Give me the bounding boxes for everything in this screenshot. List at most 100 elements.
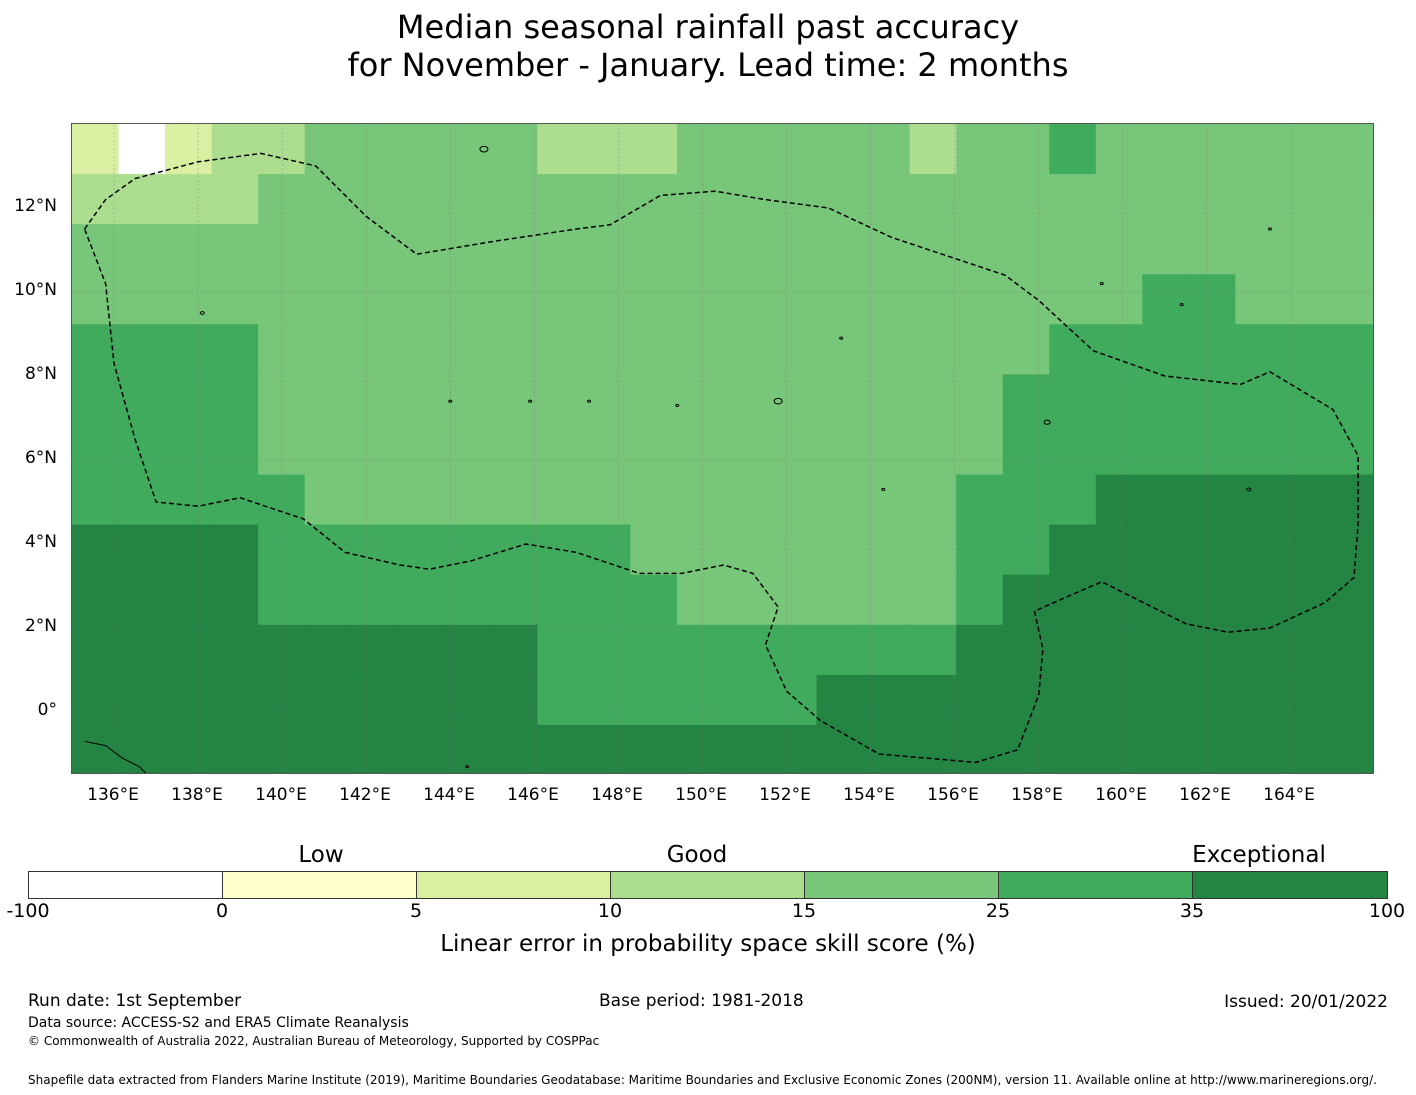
skill-cell [956, 674, 1004, 726]
skill-cell [863, 424, 911, 476]
skill-cell [723, 674, 771, 726]
skill-cell [1281, 324, 1330, 375]
skill-cell [258, 424, 306, 476]
skill-cell [304, 324, 352, 375]
skill-cell [72, 724, 120, 773]
lon-tick-154e: 154°E [843, 785, 895, 805]
skill-cell [1188, 324, 1236, 375]
skill-cell [630, 324, 678, 375]
colorbar [28, 871, 1388, 899]
island-outline [1246, 487, 1252, 492]
skill-cell [723, 324, 771, 375]
skill-cell [770, 124, 818, 175]
skill-cell [583, 474, 632, 526]
skill-cell [304, 124, 352, 175]
skill-cell [351, 174, 399, 225]
colorbar-tick-25: 25 [985, 900, 1011, 922]
skill-cell [676, 274, 725, 325]
island-outline [528, 399, 533, 403]
skill-cell [118, 424, 166, 476]
skill-cell [1281, 174, 1330, 225]
skill-cell [1235, 274, 1283, 325]
skill-cell [1281, 524, 1330, 576]
skill-cell [1188, 524, 1236, 576]
colorbar-label: Linear error in probability space skill … [440, 931, 976, 957]
skill-cell [723, 174, 771, 225]
skill-cell [1281, 474, 1330, 526]
skill-cell [770, 174, 818, 225]
skill-cell [770, 574, 818, 626]
skill-cell [909, 724, 957, 773]
skill-cell [630, 724, 678, 773]
skill-cell [770, 224, 818, 275]
skill-cell [630, 174, 678, 225]
skill-cell [909, 574, 957, 626]
lon-tick-148e: 148°E [591, 785, 643, 805]
skill-cell [397, 574, 445, 626]
skill-cell [1142, 324, 1190, 375]
skill-cell [909, 424, 957, 476]
colorbar-tick-0: 0 [215, 900, 229, 922]
skill-cell [444, 324, 492, 375]
skill-cell [444, 474, 492, 526]
skill-cell [211, 424, 259, 476]
skill-cell [723, 424, 771, 476]
skill-cell [909, 374, 957, 426]
skill-cell [1328, 674, 1373, 726]
colorbar-tick-15: 15 [791, 900, 817, 922]
island-outline [881, 487, 886, 491]
skill-cell [1235, 674, 1283, 726]
skill-cell [863, 624, 911, 676]
skill-cell [1095, 624, 1143, 676]
skill-cell [1049, 724, 1097, 773]
skill-cell [211, 224, 259, 275]
skill-cell [1095, 674, 1143, 726]
skill-cell [258, 224, 306, 275]
skill-cell [1281, 424, 1330, 476]
cat-label-exceptional: Exceptional [1192, 842, 1326, 868]
skill-cell [211, 524, 259, 576]
skill-cell [676, 524, 725, 576]
skill-cell [816, 524, 864, 576]
skill-cell [165, 724, 213, 773]
skill-cell [1095, 174, 1143, 225]
skill-cell [258, 374, 306, 426]
skill-cell [863, 524, 911, 576]
skill-cell [490, 424, 538, 476]
skill-cell [770, 274, 818, 325]
skill-cell [165, 674, 213, 726]
skill-cell [863, 374, 911, 426]
skill-cell [537, 224, 585, 275]
skill-cell [1142, 174, 1190, 225]
skill-cell [118, 224, 166, 275]
skill-cell [351, 574, 399, 626]
skill-cell [258, 624, 306, 676]
island-outline [1099, 282, 1104, 286]
skill-cell [1188, 474, 1236, 526]
skill-cell [1049, 574, 1097, 626]
run-date: Run date: 1st September [28, 991, 242, 1011]
skill-cell [676, 324, 725, 375]
skill-cell [1142, 224, 1190, 275]
skill-cell [1188, 224, 1236, 275]
skill-cell [630, 124, 678, 175]
skill-cell [490, 674, 538, 726]
lon-tick-140e: 140°E [255, 785, 307, 805]
skill-cell [630, 474, 678, 526]
skill-cell [676, 124, 725, 175]
skill-cell [816, 274, 864, 325]
skill-cell [1002, 324, 1050, 375]
lat-tick-8n: 8°N [24, 364, 57, 384]
skill-cell [1142, 574, 1190, 626]
skill-cell [630, 374, 678, 426]
island-outline [465, 765, 470, 769]
coastline [84, 740, 147, 773]
skill-cell [1235, 724, 1283, 773]
skill-cell [630, 424, 678, 476]
skill-cell [537, 324, 585, 375]
lat-tick-12n: 12°N [14, 196, 57, 216]
lon-tick-142e: 142°E [339, 785, 391, 805]
skill-cell [1049, 624, 1097, 676]
skill-cell [863, 724, 911, 773]
skill-cell [1095, 324, 1143, 375]
